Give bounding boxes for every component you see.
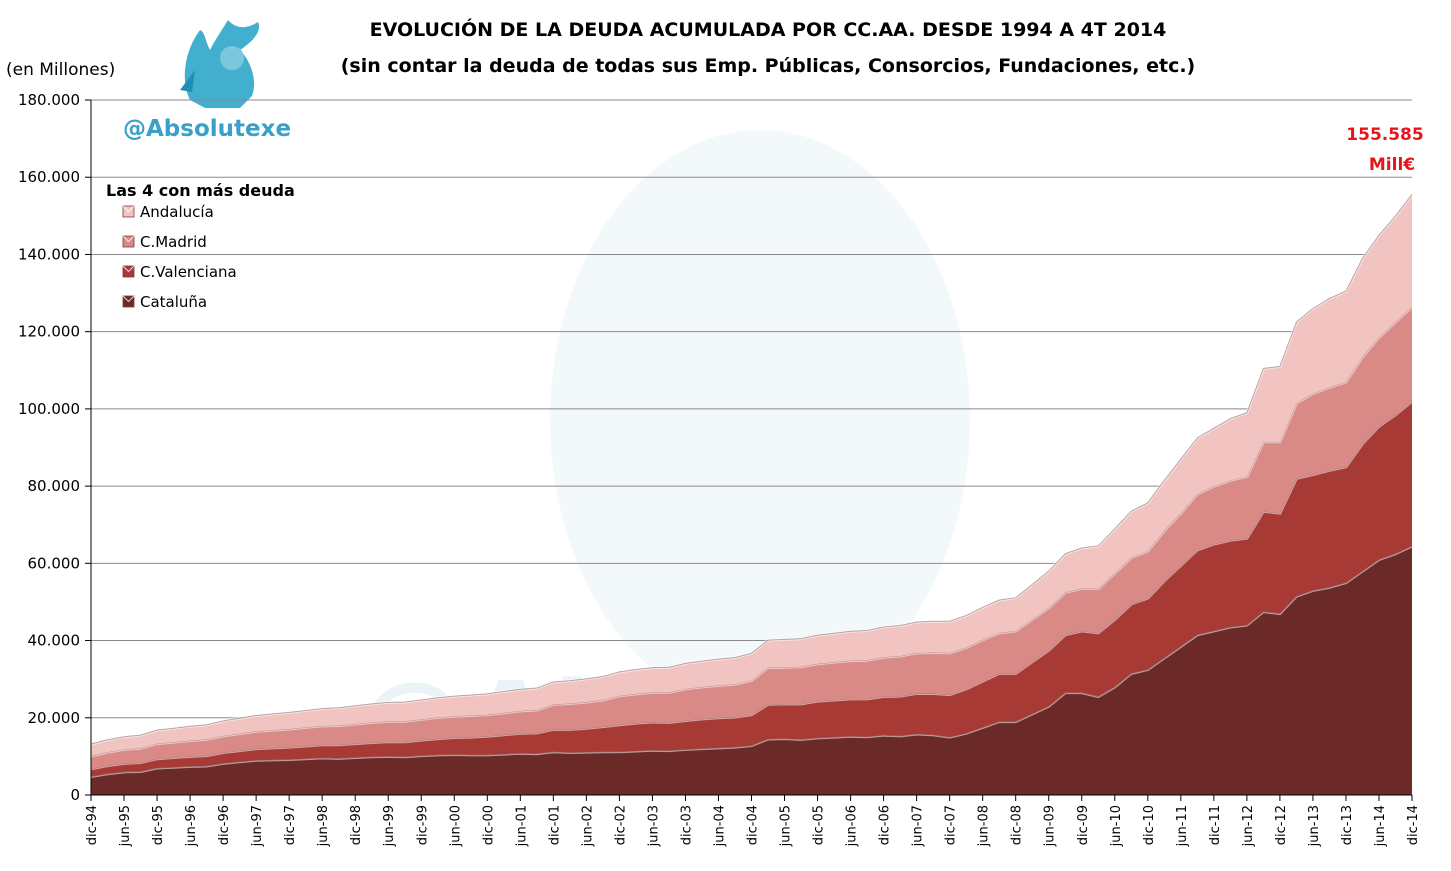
x-tick-label: dic-05 (812, 805, 827, 845)
y-tick-label: 160.000 (18, 168, 80, 186)
legend-label: C.Madrid (140, 233, 207, 251)
area-c-valenciana (91, 401, 1412, 777)
chart-title: EVOLUCIÓN DE LA DEUDA ACUMULADA POR CC.A… (370, 17, 1167, 41)
x-tick-label: dic-02 (613, 805, 628, 845)
legend-label: Cataluña (140, 293, 207, 311)
chart-subtitle: (sin contar la deuda de todas sus Emp. P… (341, 55, 1195, 77)
x-tick-label: dic-97 (283, 805, 298, 845)
x-tick-label: dic-09 (1076, 805, 1091, 845)
y-tick-label: 0 (70, 786, 80, 804)
legend-title: Las 4 con más deuda (106, 181, 295, 200)
author-handle: @Absolutexe (123, 116, 291, 142)
x-tick-label: dic-95 (151, 805, 166, 845)
x-tick-label: jun-96 (184, 805, 199, 847)
area-top-highlight (90, 193, 1414, 746)
legend-swatch-bevel (122, 265, 135, 273)
x-tick-label: jun-11 (1175, 805, 1190, 847)
x-tick-label: jun-12 (1241, 805, 1256, 847)
y-tick-label: 140.000 (18, 245, 80, 263)
area-catalu-a (91, 545, 1412, 795)
x-tick-label: dic-12 (1274, 805, 1289, 845)
legend-swatch-bevel (122, 205, 135, 213)
area-top-edge (90, 545, 1413, 777)
x-tick-label: dic-07 (944, 805, 959, 845)
x-tick-label: jun-13 (1307, 805, 1322, 847)
area-top-highlight (90, 544, 1413, 778)
x-tick-label: jun-99 (382, 805, 397, 847)
x-tick-label: jun-05 (779, 805, 794, 847)
legend-item: C.Madrid (122, 233, 207, 251)
x-tick-label: dic-11 (1208, 805, 1223, 845)
x-tick-label: dic-03 (679, 805, 694, 845)
x-tick-label: dic-00 (481, 805, 496, 845)
x-tick-label: dic-10 (1142, 805, 1157, 845)
legend-item: Andalucía (122, 203, 214, 221)
total-annotation-value: 155.585 (1346, 125, 1423, 145)
total-annotation-unit: Mill€ (1369, 155, 1415, 175)
x-tick-label: dic-04 (746, 805, 761, 845)
x-tick-label: jun-00 (448, 805, 463, 847)
legend-label: Andalucía (140, 203, 214, 221)
x-tick-label: dic-99 (415, 805, 430, 845)
x-tick-label: jun-03 (646, 805, 661, 847)
x-tick-label: jun-06 (845, 805, 860, 847)
y-tick-label: 60.000 (28, 554, 81, 572)
x-tick-label: dic-14 (1406, 805, 1421, 845)
y-axis: 0 20.000 40.000 60.000 80.000 100.000 120.000 1… (18, 91, 91, 804)
legend-item: C.Valenciana (122, 263, 237, 281)
x-tick-label: dic-98 (349, 805, 364, 845)
x-tick-label: dic-06 (878, 805, 893, 845)
y-tick-label: 20.000 (28, 709, 81, 727)
legend-label: C.Valenciana (140, 263, 237, 281)
legend-swatch-bevel (122, 295, 135, 303)
x-tick-label: dic-13 (1340, 805, 1355, 845)
y-tick-label: 80.000 (28, 477, 81, 495)
y-tick-label: 180.000 (18, 91, 80, 109)
x-tick-label: jun-14 (1373, 805, 1388, 847)
x-tick-label: jun-08 (977, 805, 992, 847)
x-tick-label: dic-96 (217, 805, 232, 845)
legend: Las 4 con más deuda Andalucía C.Madrid C.V… (106, 181, 295, 311)
x-tick-label: jun-95 (118, 805, 133, 847)
x-axis: dic-94 jun-95 dic-95 jun-96 dic-96 jun-97 dic-… (85, 795, 1421, 847)
x-tick-label: jun-98 (316, 805, 331, 847)
legend-swatch-bevel (122, 235, 135, 243)
x-tick-label: jun-97 (250, 805, 265, 847)
x-tick-label: jun-02 (580, 805, 595, 847)
y-axis-units-label: (en Millones) (6, 60, 115, 80)
series-areas (90, 193, 1414, 795)
area-top-edge (90, 193, 1413, 745)
x-tick-label: dic-01 (547, 805, 562, 845)
x-tick-label: jun-04 (712, 805, 727, 847)
y-tick-label: 40.000 (28, 632, 81, 650)
legend-item: Cataluña (122, 293, 207, 311)
x-tick-label: jun-01 (514, 805, 529, 847)
y-tick-label: 100.000 (18, 400, 80, 418)
x-tick-label: jun-09 (1043, 805, 1058, 847)
x-tick-label: jun-07 (911, 805, 926, 847)
x-tick-label: dic-08 (1010, 805, 1025, 845)
x-tick-label: dic-94 (85, 805, 100, 845)
logo-griffin-icon (180, 20, 260, 108)
y-tick-label: 120.000 (18, 323, 80, 341)
x-tick-label: jun-10 (1109, 805, 1124, 847)
watermark-emblem (550, 130, 970, 710)
